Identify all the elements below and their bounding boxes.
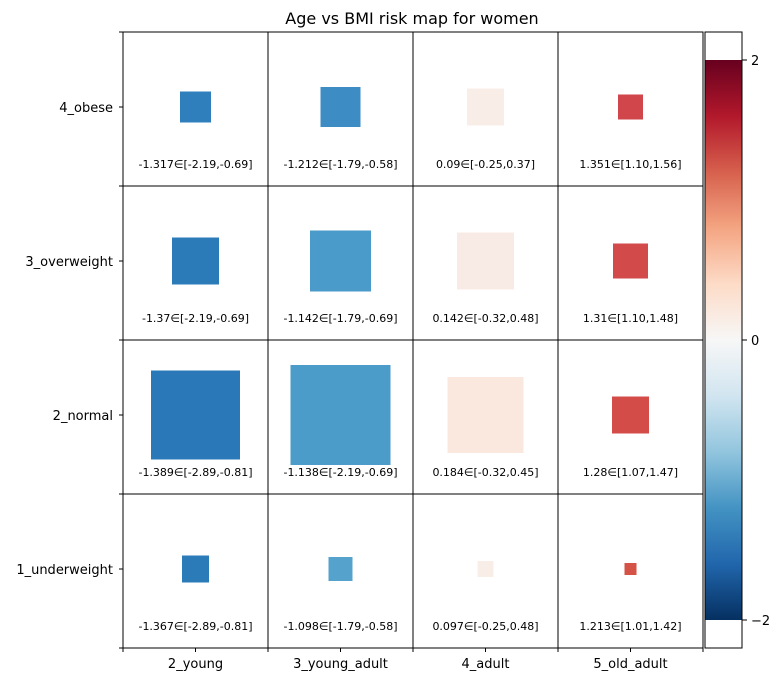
colorbar-tick-label: −2 [751, 614, 770, 629]
cell-value-label: -1.389∈[-2.89,-0.81] [138, 466, 252, 479]
heatmap-cell-marker [182, 555, 209, 583]
cell-value-label: -1.138∈[-2.19,-0.69] [283, 466, 397, 479]
colorbar-tick-label: 2 [751, 54, 759, 69]
y-tick-label: 4_obese [59, 101, 113, 116]
heatmap-cells: -1.317∈[-2.19,-0.69] -1.212∈[-1.79,-0.58]… [138, 87, 682, 633]
heatmap-cell-marker [180, 91, 211, 123]
cell-value-label: 0.184∈[-0.32,0.45] [432, 466, 538, 479]
heatmap-cell-marker [467, 88, 504, 126]
cell-value-label: 0.097∈[-0.25,0.48] [432, 620, 538, 633]
colorbar-gradient [705, 60, 742, 620]
cell-value-label: -1.37∈[-2.19,-0.69] [142, 312, 249, 325]
cell-value-label: 1.351∈[1.10,1.56] [579, 158, 681, 171]
heatmap-cell-marker [172, 237, 219, 285]
colorbar-tick-label: 0 [751, 334, 759, 349]
y-axis: 4_obese 3_overweight 2_normal 1_underweight [16, 31, 123, 649]
x-tick-label: 2_young [168, 657, 223, 672]
heatmap-cell-marker [613, 243, 648, 279]
cell-value-label: 0.142∈[-0.32,0.48] [432, 312, 538, 325]
y-tick-label: 3_overweight [25, 255, 113, 270]
heatmap-cell-marker [310, 230, 371, 292]
cell-value-label: -1.317∈[-2.19,-0.69] [138, 158, 252, 171]
heatmap-cell-marker [612, 396, 649, 434]
heatmap-cell-marker [328, 557, 353, 581]
heatmap-cell-marker [151, 370, 240, 460]
heatmap-cell-marker [447, 377, 524, 453]
cell-value-label: 1.31∈[1.10,1.48] [583, 312, 678, 325]
chart-title: Age vs BMI risk map for women [285, 9, 538, 28]
cell-value-label: 1.213∈[1.01,1.42] [579, 620, 681, 633]
heatmap-grid [122, 31, 704, 649]
x-tick-label: 5_old_adult [593, 657, 667, 672]
cell-value-label: -1.367∈[-2.89,-0.81] [138, 620, 252, 633]
cell-value-label: 0.09∈[-0.25,0.37] [436, 158, 535, 171]
heatmap-cell-marker [290, 365, 391, 465]
heatmap-cell-marker [457, 232, 514, 290]
x-tick-label: 3_young_adult [293, 657, 388, 672]
heatmap-cell-marker [624, 563, 637, 575]
x-tick-label: 4_adult [462, 657, 510, 672]
cell-value-label: -1.142∈[-1.79,-0.69] [283, 312, 397, 325]
heatmap-cell-marker [320, 87, 361, 127]
heatmap-cell-marker [618, 94, 643, 120]
heatmap-cell-marker [477, 561, 494, 577]
colorbar: 2 0 −2 [704, 31, 770, 649]
cell-value-label: 1.28∈[1.07,1.47] [583, 466, 678, 479]
y-tick-label: 2_normal [53, 409, 113, 424]
x-axis: 2_young 3_young_adult 4_adult 5_old_adult [122, 648, 704, 672]
cell-value-label: -1.098∈[-1.79,-0.58] [283, 620, 397, 633]
cell-value-label: -1.212∈[-1.79,-0.58] [283, 158, 397, 171]
y-tick-label: 1_underweight [16, 563, 113, 578]
